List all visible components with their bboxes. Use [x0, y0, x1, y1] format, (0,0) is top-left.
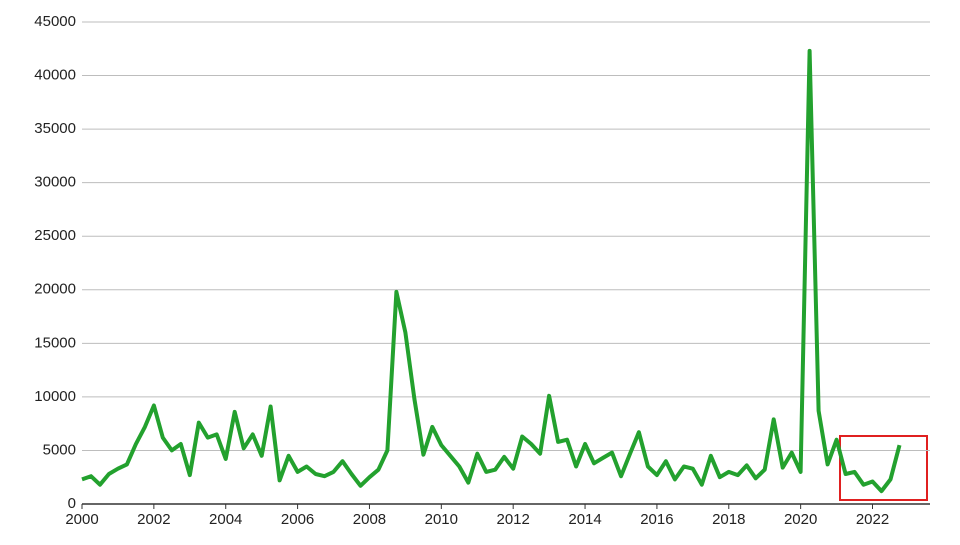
x-tick-label: 2018 [712, 511, 745, 528]
y-tick-label: 35000 [34, 120, 76, 137]
x-tick-label: 2006 [281, 511, 314, 528]
x-tick-label: 2002 [137, 511, 170, 528]
y-tick-label: 30000 [34, 174, 76, 191]
y-tick-label: 0 [68, 495, 76, 512]
y-tick-label: 15000 [34, 334, 76, 351]
x-tick-label: 2022 [856, 511, 889, 528]
x-tick-label: 2008 [353, 511, 386, 528]
y-tick-label: 10000 [34, 388, 76, 405]
y-tick-label: 5000 [43, 441, 76, 458]
y-tick-label: 40000 [34, 67, 76, 84]
x-tick-label: 2010 [425, 511, 458, 528]
x-tick-label: 2000 [65, 511, 98, 528]
x-tick-label: 2004 [209, 511, 242, 528]
x-tick-label: 2014 [568, 511, 601, 528]
x-tick-label: 2012 [496, 511, 529, 528]
x-tick-label: 2016 [640, 511, 673, 528]
highlight-box [839, 435, 928, 501]
x-tick-label: 2020 [784, 511, 817, 528]
y-tick-label: 20000 [34, 281, 76, 298]
data-line [81, 48, 902, 494]
y-tick-label: 25000 [34, 227, 76, 244]
y-tick-label: 45000 [34, 13, 76, 30]
